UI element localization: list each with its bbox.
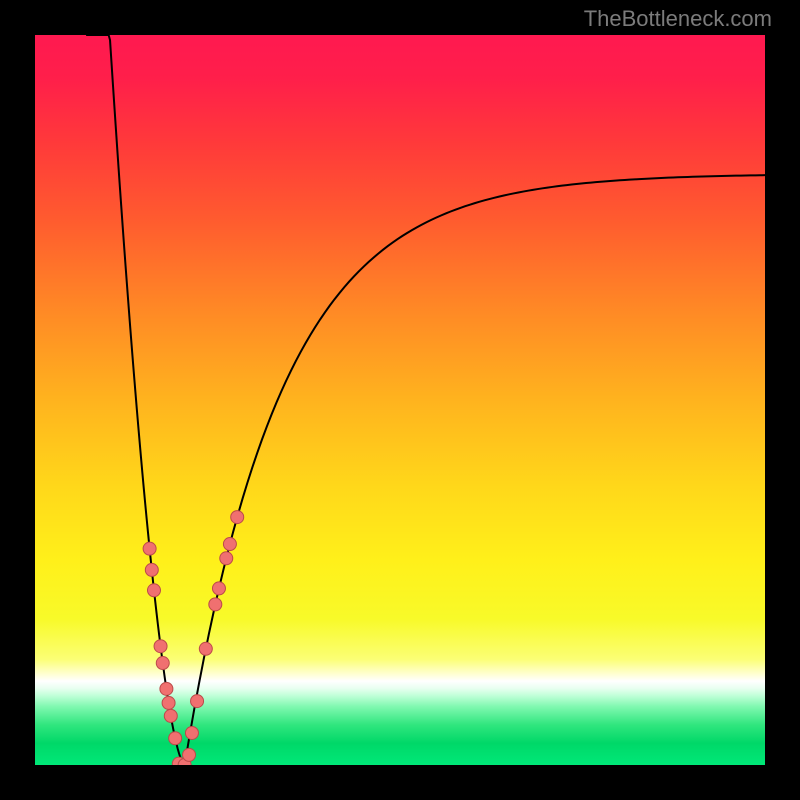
data-marker <box>164 709 177 722</box>
data-marker <box>223 538 236 551</box>
data-marker <box>212 582 225 595</box>
data-marker <box>154 640 167 653</box>
data-marker <box>143 542 156 555</box>
data-marker <box>185 726 198 739</box>
data-marker <box>147 584 160 597</box>
data-marker <box>209 598 222 611</box>
data-marker <box>220 552 233 565</box>
data-marker <box>231 511 244 524</box>
data-marker <box>162 696 175 709</box>
bottleneck-chart <box>35 35 765 765</box>
data-marker <box>169 732 182 745</box>
chart-frame: TheBottleneck.com <box>0 0 800 800</box>
data-marker <box>183 748 196 761</box>
data-marker <box>145 563 158 576</box>
data-marker <box>160 682 173 695</box>
data-marker <box>199 642 212 655</box>
watermark-text: TheBottleneck.com <box>584 6 772 32</box>
data-marker <box>191 695 204 708</box>
data-marker <box>156 657 169 670</box>
